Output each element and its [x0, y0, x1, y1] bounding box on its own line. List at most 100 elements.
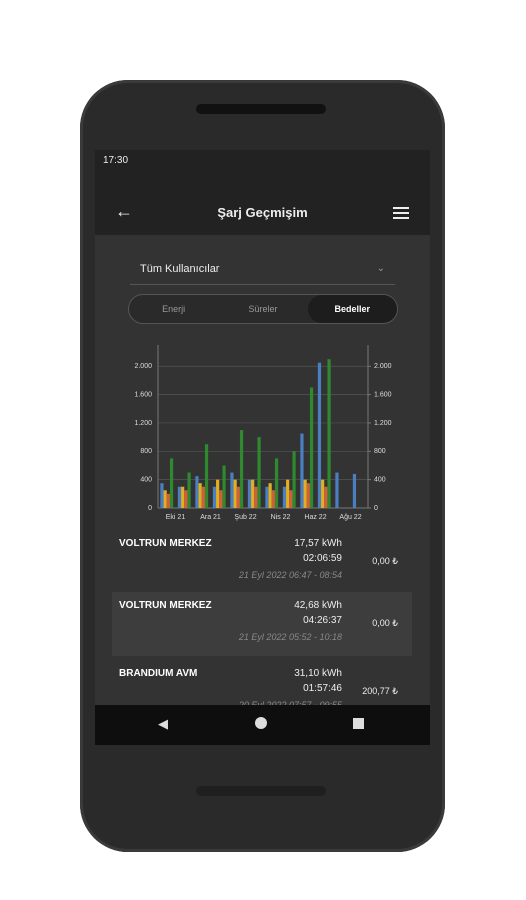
- bar: [181, 486, 185, 508]
- bar: [216, 479, 220, 508]
- bar: [265, 486, 269, 508]
- period: 21 Eyl 2022 05:52 - 10:18: [238, 632, 342, 642]
- y-tick-label: 1.200: [134, 420, 152, 427]
- bar: [292, 451, 296, 508]
- session-row[interactable]: VOLTRUN MERKEZ 17,57 kWh 02:06:59 21 Eyl 20…: [112, 530, 412, 588]
- bar: [219, 490, 223, 508]
- bar: [212, 486, 217, 508]
- bar: [201, 486, 205, 508]
- screen: 17:30 ← Şarj Geçmişim Tüm Kullanıcılar ⌄…: [95, 150, 430, 745]
- bar: [257, 437, 261, 508]
- tab[interactable]: Enerji: [162, 304, 186, 314]
- bar: [166, 493, 170, 508]
- bar: [230, 472, 234, 508]
- y-tick-label: 0: [148, 505, 152, 512]
- tab[interactable]: Süreler: [248, 304, 278, 314]
- user-dropdown[interactable]: Tüm Kullanıcılar ⌄: [130, 255, 395, 285]
- bar: [160, 483, 164, 508]
- x-tick-label: Nis 22: [271, 514, 291, 521]
- bar: [271, 490, 275, 508]
- bar: [204, 444, 209, 508]
- price: 0,00 ₺: [372, 556, 398, 566]
- x-tick-label: Ağu 22: [339, 514, 361, 521]
- period: 20 Eyl 2022 07:57 - 09:55: [238, 700, 342, 705]
- y-tick-label: 400: [140, 476, 152, 483]
- y-tick-label: 800: [140, 448, 152, 455]
- session-list: VOLTRUN MERKEZ 17,57 kWh 02:06:59 21 Eyl 20…: [95, 530, 430, 705]
- y2-tick-label: 0: [374, 505, 378, 512]
- x-tick-label: Eki 21: [166, 514, 186, 521]
- y2-tick-label: 400: [374, 476, 386, 483]
- bar: [195, 476, 199, 508]
- period: 21 Eyl 2022 06:47 - 08:54: [238, 570, 342, 580]
- y-tick-label: 1.600: [134, 391, 152, 398]
- x-tick-label: Şub 22: [234, 514, 256, 521]
- y2-tick-label: 1.200: [374, 420, 392, 427]
- bar: [254, 486, 258, 508]
- bar: [177, 486, 182, 508]
- chart: 0 400 800 1.200 1.600 2.000 0 400 800 1.200 1.600 2…: [134, 345, 392, 521]
- bar: [239, 430, 244, 508]
- bar: [289, 490, 293, 508]
- y2-tick-label: 800: [374, 448, 386, 455]
- speaker: [196, 104, 326, 114]
- app-bar: [95, 150, 430, 235]
- status-time: 17:30: [103, 155, 129, 166]
- duration: 04:26:37: [303, 615, 342, 626]
- bar: [303, 479, 307, 508]
- bar: [309, 387, 314, 508]
- nav-home[interactable]: [255, 717, 267, 729]
- nav-recent[interactable]: [353, 718, 364, 729]
- y2-tick-label: 1.600: [374, 391, 392, 398]
- bar: [233, 479, 237, 508]
- bar: [274, 458, 279, 508]
- price: 200,77 ₺: [362, 686, 398, 696]
- bar: [187, 472, 191, 508]
- tab[interactable]: Bedeller: [307, 295, 397, 323]
- energy: 42,68 kWh: [294, 600, 342, 611]
- nav-bar: ◀: [95, 705, 430, 745]
- bar: [236, 486, 240, 508]
- bar: [268, 483, 272, 508]
- bar: [327, 359, 331, 508]
- nav-back[interactable]: ◀: [158, 716, 168, 731]
- y2-tick-label: 2.000: [374, 363, 392, 370]
- energy: 17,57 kWh: [294, 538, 342, 549]
- speaker-bottom: [196, 786, 326, 796]
- session-row[interactable]: BRANDIUM AVM 31,10 kWh 01:57:46 20 Eyl 2022…: [112, 660, 412, 705]
- menu-button[interactable]: [393, 207, 409, 219]
- bar: [335, 472, 339, 508]
- bar: [282, 486, 287, 508]
- y-tick-label: 2.000: [134, 363, 152, 370]
- dropdown-arrow: ⌄: [376, 263, 385, 274]
- station-name: VOLTRUN MERKEZ: [119, 600, 212, 611]
- bar: [324, 486, 328, 508]
- back-button[interactable]: ←: [115, 201, 133, 221]
- bar: [300, 433, 304, 508]
- duration: 01:57:46: [303, 683, 342, 694]
- bar: [317, 362, 322, 508]
- x-tick-label: Haz 22: [304, 514, 326, 521]
- bar: [184, 490, 188, 508]
- bar: [247, 479, 252, 508]
- dropdown-value: Tüm Kullanıcılar: [140, 263, 220, 275]
- station-name: BRANDIUM AVM: [119, 668, 198, 679]
- duration: 02:06:59: [303, 553, 342, 564]
- bar: [352, 473, 357, 508]
- x-tick-label: Ara 21: [200, 514, 221, 521]
- tab-bar: Enerji Süreler Bedeller: [128, 294, 398, 324]
- price: 0,00 ₺: [372, 618, 398, 628]
- bar: [251, 479, 255, 508]
- title: Şarj Geçmişim: [217, 205, 308, 220]
- bar: [222, 465, 226, 508]
- session-row[interactable]: VOLTRUN MERKEZ 42,68 kWh 04:26:37 21 Eyl 20…: [112, 592, 412, 656]
- energy: 31,10 kWh: [294, 668, 342, 679]
- bar: [198, 483, 202, 508]
- bar: [169, 458, 174, 508]
- bar: [163, 490, 167, 508]
- bar: [306, 483, 310, 508]
- bar: [286, 479, 290, 508]
- station-name: VOLTRUN MERKEZ: [119, 538, 212, 549]
- bar: [321, 479, 325, 508]
